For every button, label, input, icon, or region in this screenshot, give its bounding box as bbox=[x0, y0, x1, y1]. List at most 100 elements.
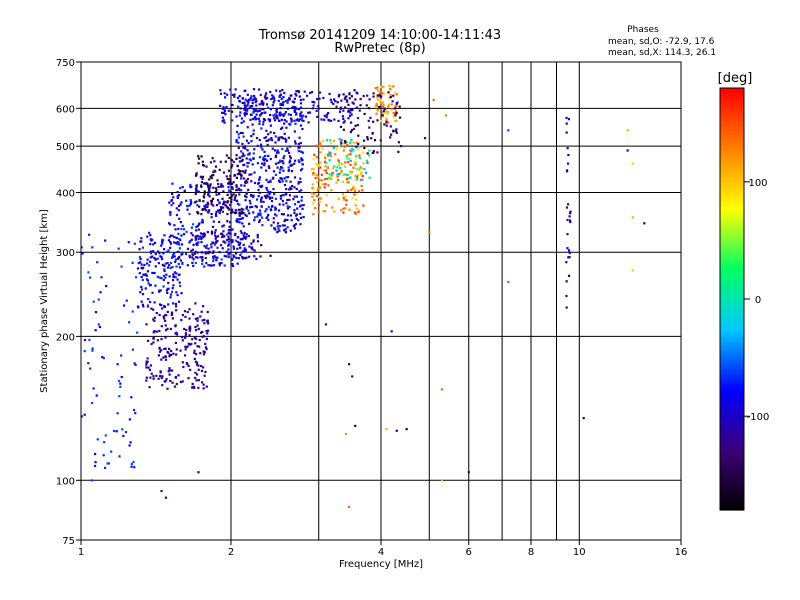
data-point bbox=[240, 189, 243, 192]
data-point bbox=[389, 95, 392, 99]
data-point bbox=[354, 193, 358, 196]
data-point bbox=[134, 363, 137, 366]
data-point bbox=[156, 339, 159, 342]
data-point bbox=[270, 94, 274, 97]
data-point bbox=[260, 100, 263, 103]
data-point bbox=[161, 263, 164, 267]
data-point bbox=[311, 107, 314, 110]
data-point bbox=[363, 167, 366, 171]
data-point bbox=[287, 151, 291, 154]
data-point bbox=[283, 122, 286, 125]
data-point bbox=[274, 197, 278, 200]
data-point bbox=[308, 111, 312, 114]
data-point bbox=[250, 140, 253, 143]
data-point bbox=[279, 111, 282, 114]
data-point bbox=[359, 156, 362, 160]
data-point bbox=[164, 496, 168, 499]
data-point bbox=[281, 103, 285, 107]
data-point bbox=[337, 159, 340, 163]
data-point bbox=[158, 346, 161, 349]
data-point bbox=[215, 188, 218, 191]
data-point bbox=[117, 379, 121, 383]
data-point bbox=[199, 256, 202, 259]
data-point bbox=[294, 110, 297, 113]
data-point bbox=[231, 241, 234, 244]
data-point bbox=[245, 214, 248, 218]
data-point bbox=[311, 173, 315, 176]
data-point bbox=[297, 142, 300, 146]
data-point bbox=[297, 182, 300, 185]
data-point bbox=[205, 209, 208, 212]
data-point bbox=[178, 281, 181, 284]
data-point bbox=[399, 145, 403, 148]
data-point bbox=[136, 267, 140, 270]
data-point bbox=[344, 141, 347, 144]
colorbar-cell bbox=[720, 134, 744, 141]
data-point bbox=[300, 189, 303, 192]
data-point bbox=[247, 209, 250, 212]
data-point bbox=[238, 114, 241, 117]
data-point bbox=[316, 187, 320, 190]
data-point bbox=[565, 122, 568, 125]
data-point bbox=[201, 259, 204, 262]
data-point bbox=[235, 140, 238, 144]
data-point bbox=[145, 379, 148, 382]
data-point bbox=[245, 195, 248, 199]
data-point bbox=[224, 113, 227, 116]
data-point bbox=[176, 196, 179, 199]
data-point bbox=[194, 188, 198, 191]
data-point bbox=[252, 157, 255, 160]
data-point bbox=[352, 185, 355, 188]
data-point bbox=[219, 208, 222, 211]
data-point bbox=[169, 211, 172, 214]
data-point bbox=[198, 199, 201, 202]
data-point bbox=[152, 341, 155, 344]
colorbar-cell bbox=[720, 430, 744, 436]
data-point bbox=[354, 161, 357, 164]
data-point bbox=[91, 349, 94, 352]
data-point bbox=[197, 228, 200, 231]
colorbar-cell bbox=[720, 205, 744, 211]
data-point bbox=[231, 187, 234, 190]
data-point bbox=[185, 329, 188, 332]
data-point bbox=[254, 100, 257, 104]
data-point bbox=[210, 264, 213, 267]
data-point bbox=[340, 169, 343, 172]
data-point bbox=[338, 172, 341, 176]
data-point bbox=[149, 364, 153, 367]
data-point bbox=[262, 200, 265, 203]
data-point bbox=[352, 127, 355, 130]
data-point bbox=[292, 198, 295, 201]
data-point bbox=[215, 203, 219, 207]
data-point bbox=[375, 104, 379, 107]
data-point bbox=[253, 116, 256, 120]
data-point bbox=[177, 232, 180, 235]
data-point bbox=[240, 210, 244, 213]
data-point bbox=[381, 111, 384, 114]
data-point bbox=[163, 248, 166, 251]
data-point bbox=[200, 262, 204, 265]
data-point bbox=[255, 113, 258, 116]
data-point bbox=[257, 195, 260, 198]
data-point bbox=[362, 94, 365, 98]
data-point bbox=[290, 120, 293, 123]
data-point bbox=[288, 155, 292, 158]
data-point bbox=[180, 234, 183, 237]
data-point bbox=[389, 88, 392, 91]
data-point bbox=[241, 222, 244, 225]
data-point bbox=[262, 118, 266, 121]
data-point bbox=[222, 171, 226, 174]
data-point bbox=[203, 205, 206, 208]
data-point bbox=[259, 214, 262, 217]
data-point bbox=[212, 186, 215, 189]
data-point bbox=[210, 177, 213, 180]
data-point bbox=[174, 276, 177, 279]
data-point bbox=[168, 275, 171, 278]
data-point bbox=[170, 199, 174, 202]
data-point bbox=[248, 106, 251, 109]
data-point bbox=[259, 93, 262, 97]
data-point bbox=[258, 122, 261, 125]
data-point bbox=[269, 113, 272, 117]
data-point bbox=[217, 209, 220, 212]
data-point bbox=[277, 136, 280, 140]
